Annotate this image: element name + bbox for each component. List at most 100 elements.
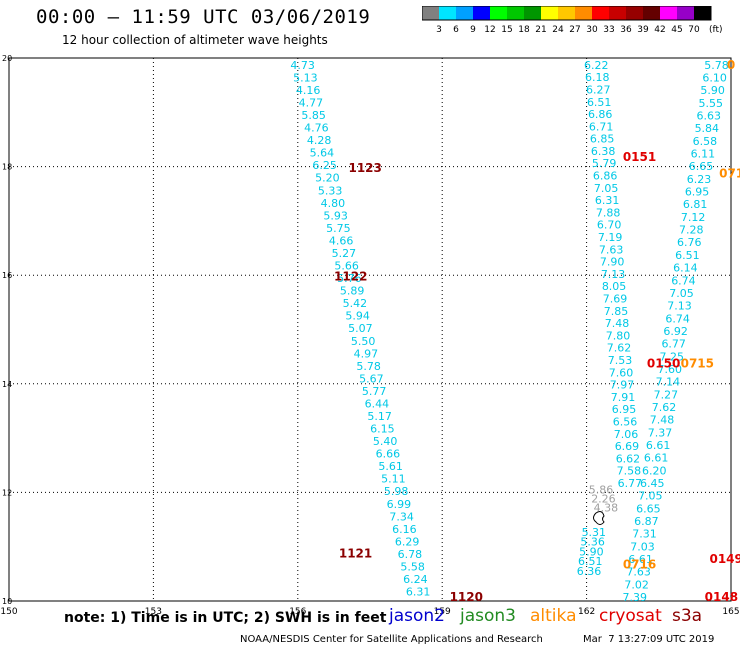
swh-label: 6.92 bbox=[663, 325, 688, 338]
y-tick-label: 16 bbox=[2, 271, 12, 280]
colorbar-legend: 3 6 9 12 15 18 21 24 27 30 33 36 39 42 45 70 (ft) bbox=[422, 6, 723, 35]
swh-label: 7.85 bbox=[604, 305, 629, 318]
pass-number-label: 1122 bbox=[334, 270, 367, 284]
legend-altika: altika bbox=[530, 606, 577, 626]
swh-label: 6.51 bbox=[587, 96, 612, 109]
colorbar-swatch bbox=[558, 6, 575, 20]
swh-label: 5.93 bbox=[323, 209, 348, 222]
x-tick-label: 162 bbox=[578, 607, 595, 617]
swh-label: 7.48 bbox=[605, 317, 630, 330]
swh-label: 6.63 bbox=[697, 110, 722, 123]
swh-label: 6.76 bbox=[677, 236, 702, 249]
swh-label: 6.56 bbox=[613, 415, 638, 428]
colorbar-tick-label: 9 bbox=[470, 25, 476, 35]
swh-label: 7.63 bbox=[599, 243, 624, 256]
swh-label: 7.63 bbox=[626, 566, 651, 579]
page-title: 00:00 – 11:59 UTC 03/06/2019 bbox=[36, 6, 371, 28]
colorbar-tick-label: 12 bbox=[484, 25, 495, 35]
pass-number-label: 0716 bbox=[623, 557, 656, 571]
swh-label: 4.38 bbox=[594, 501, 619, 514]
swh-label: 7.05 bbox=[594, 182, 619, 195]
swh-label: 6.65 bbox=[636, 502, 661, 515]
legend-jason3: jason3 bbox=[460, 606, 516, 626]
swh-label: 7.91 bbox=[611, 391, 636, 404]
y-tick-label: 14 bbox=[2, 380, 12, 389]
x-tick-label: 159 bbox=[434, 607, 451, 617]
y-tick-label: 18 bbox=[2, 163, 12, 172]
swh-label: 7.90 bbox=[600, 256, 625, 269]
swh-label: 7.02 bbox=[624, 578, 649, 591]
swh-label: 7.80 bbox=[606, 329, 631, 342]
swh-label: 7.06 bbox=[614, 428, 639, 441]
swh-label: 5.50 bbox=[351, 335, 376, 348]
y-tick-label: 10 bbox=[2, 597, 12, 606]
colorbar-swatch bbox=[677, 6, 694, 20]
swh-label: 6.51 bbox=[675, 249, 700, 262]
colorbar-swatch bbox=[422, 6, 439, 20]
swh-label: 6.31 bbox=[595, 194, 620, 207]
swh-label: 7.14 bbox=[656, 376, 681, 389]
swh-label: 5.61 bbox=[378, 460, 403, 473]
swh-label: 6.81 bbox=[683, 198, 708, 211]
swh-label: 2.26 bbox=[591, 492, 616, 505]
colorbar-tick-label: 30 bbox=[586, 25, 598, 35]
colorbar-swatch bbox=[439, 6, 456, 20]
swh-label: 7.13 bbox=[601, 268, 626, 281]
colorbar-tick-label: 24 bbox=[552, 25, 564, 35]
y-tick-label: 20 bbox=[2, 54, 12, 63]
swh-label: 6.18 bbox=[585, 71, 610, 84]
swh-label: 6.70 bbox=[597, 219, 622, 232]
swh-label: 4.28 bbox=[307, 134, 332, 147]
colorbar-swatch bbox=[456, 6, 473, 20]
colorbar-swatch bbox=[575, 6, 592, 20]
swh-label: 6.31 bbox=[406, 586, 431, 599]
swh-label: 7.13 bbox=[667, 300, 692, 313]
swh-label: 7.60 bbox=[658, 363, 683, 376]
credit-text: NOAA/NESDIS Center for Satellite Applica… bbox=[240, 634, 543, 645]
swh-label: 4.66 bbox=[329, 234, 354, 247]
swh-label: 5.67 bbox=[359, 372, 384, 385]
swh-label: 6.15 bbox=[370, 423, 395, 436]
legend-jason2: jason2 bbox=[389, 606, 445, 626]
swh-label: 4.16 bbox=[296, 84, 321, 97]
swh-label: 7.58 bbox=[617, 465, 642, 478]
colorbar-swatch bbox=[643, 6, 660, 20]
colorbar-tick-label: 18 bbox=[518, 25, 530, 35]
swh-label: 7.19 bbox=[598, 231, 623, 244]
swh-label: 6.16 bbox=[392, 523, 417, 536]
colorbar-swatch bbox=[507, 6, 524, 20]
swh-label: 8.05 bbox=[602, 280, 627, 293]
swh-label: 6.86 bbox=[588, 108, 613, 121]
pass-number-label: 1123 bbox=[348, 161, 381, 175]
swh-label: 6.65 bbox=[689, 160, 714, 173]
swh-label: 6.10 bbox=[702, 72, 727, 85]
swh-label: 7.05 bbox=[638, 490, 663, 503]
swh-label: 7.62 bbox=[607, 342, 632, 355]
swh-label: 6.95 bbox=[612, 403, 637, 416]
colorbar-unit-label: (ft) bbox=[709, 25, 723, 35]
swh-label: 7.12 bbox=[681, 211, 706, 224]
swh-label: 6.86 bbox=[593, 170, 618, 183]
swh-label: 5.11 bbox=[381, 473, 406, 486]
swh-label: 7.60 bbox=[609, 366, 634, 379]
swh-label: 6.25 bbox=[312, 159, 337, 172]
swh-label: 5.76 bbox=[337, 272, 362, 285]
colorbar-swatch bbox=[660, 6, 677, 20]
swh-label: 5.31 bbox=[582, 526, 607, 539]
swh-label: 5.13 bbox=[293, 71, 318, 84]
swh-label: 6.20 bbox=[642, 464, 667, 477]
swh-label: 5.98 bbox=[384, 485, 409, 498]
colorbar-swatch bbox=[694, 6, 711, 20]
swh-label: 4.73 bbox=[290, 59, 315, 72]
x-tick-label: 156 bbox=[289, 607, 306, 617]
swh-label: 6.27 bbox=[586, 83, 611, 96]
colorbar-swatch bbox=[626, 6, 643, 20]
colorbar-tick-label: 42 bbox=[654, 25, 665, 35]
colorbar-tick-label: 33 bbox=[603, 25, 614, 35]
colorbar-tick-label: 70 bbox=[688, 25, 700, 35]
swh-label: 6.74 bbox=[665, 312, 690, 325]
swh-label: 6.23 bbox=[687, 173, 712, 186]
swh-label: 6.11 bbox=[691, 148, 716, 161]
swh-label: 5.07 bbox=[348, 322, 373, 335]
swh-label: 7.69 bbox=[603, 293, 628, 306]
